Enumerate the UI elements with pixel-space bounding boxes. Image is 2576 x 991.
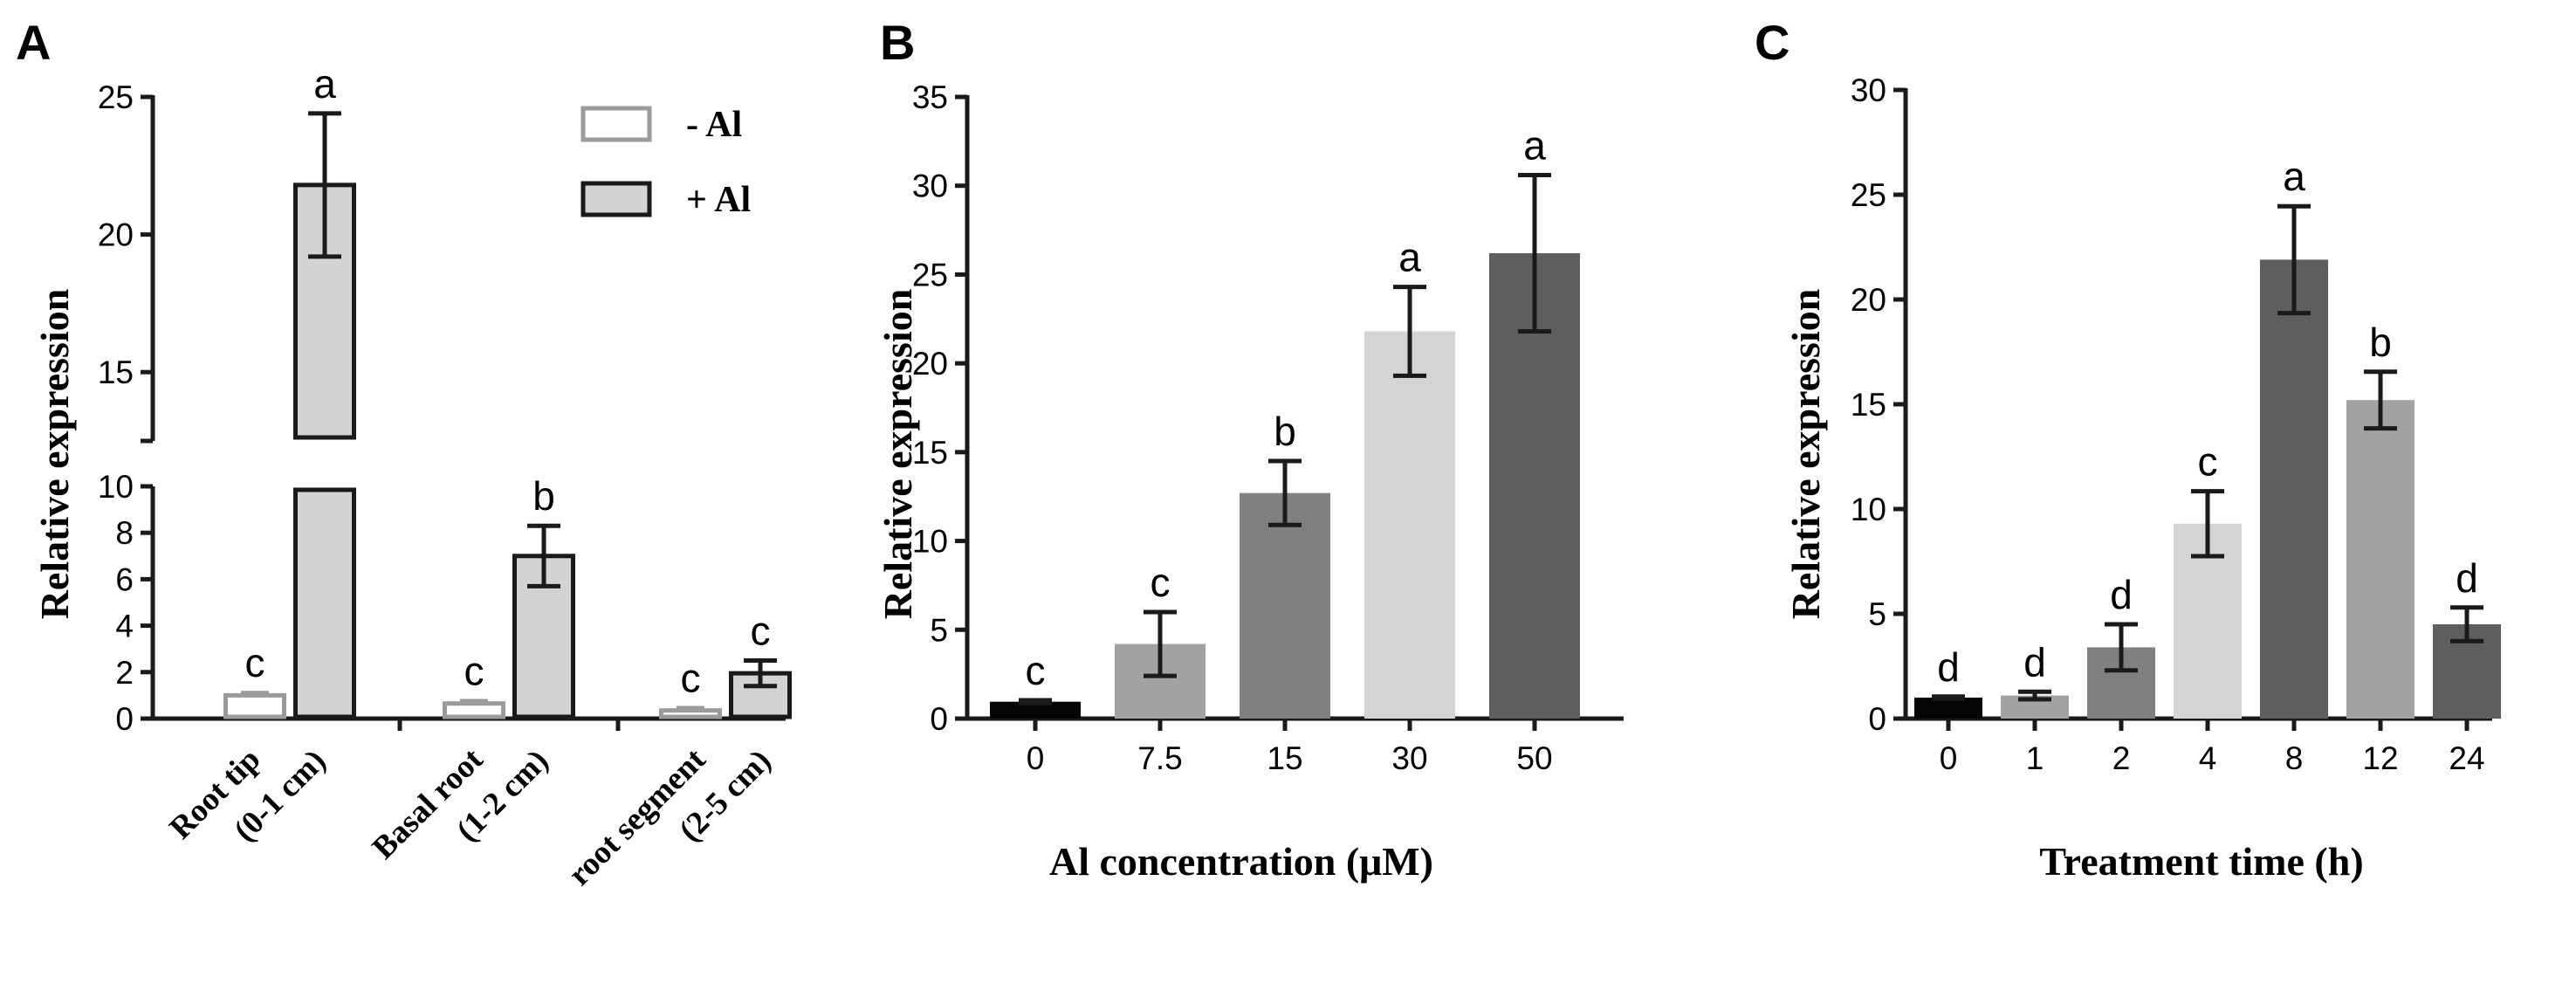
panel-c-sig-letter: d [1937, 644, 1960, 690]
panel-a-sig-letter: c [751, 609, 771, 654]
panel-a-bar [223, 692, 286, 719]
panel-a-y-tick-label: 20 [98, 217, 134, 253]
panel-c-sig-letter: c [2198, 439, 2218, 485]
panel-b-y-tick-label: 35 [912, 79, 948, 115]
panel-a-category-label: root segment(2-5 cm) [561, 710, 778, 926]
panel-c-sig-letter: d [2023, 639, 2046, 685]
panel-c-x-tick-label: 4 [2199, 740, 2217, 776]
panel-a-bar [443, 701, 505, 719]
panel-b-y-tick-label: 5 [930, 612, 948, 648]
panel-c-x-title: Treatment time (h) [2039, 839, 2363, 884]
panel-a-y-title: Relative expression [32, 289, 77, 620]
panel-b-y-tick-label: 30 [912, 169, 948, 204]
panel-b-x-title: Al concentration (μM) [1049, 839, 1433, 884]
panel-c-letter: C [1755, 15, 1789, 70]
panel-b: B Relative expression Al concentration (… [876, 15, 1624, 884]
panel-b-x-tick-label: 15 [1267, 740, 1302, 776]
panel-c-x-tick-label: 12 [2362, 740, 2398, 776]
panel-b-sig-letter: c [1151, 560, 1171, 605]
panel-b-x-tick-label: 7.5 [1137, 740, 1182, 776]
panel-a-category-label: Basal root(1-2 cm) [366, 710, 556, 900]
panel-a-sig-letter: b [532, 473, 555, 519]
panel-b-x-tick-label: 50 [1516, 740, 1552, 776]
panel-a-letter: A [16, 15, 51, 70]
panel-c-x-tick-label: 1 [2026, 740, 2044, 776]
panel-a-y-tick-label: 0 [115, 701, 134, 737]
panel-a: A Relative expression - Al + Al 0 2 4 6 8 10 1… [16, 15, 792, 926]
panel-a-sig-letter: c [681, 655, 701, 700]
panel-b-bar [1364, 331, 1455, 719]
panel-b-sig-letter: a [1398, 235, 1421, 280]
panel-a-y-tick-label: 25 [98, 79, 134, 115]
panel-b-y-tick-label: 20 [912, 346, 948, 382]
panel-c-x-tick-label: 8 [2285, 740, 2304, 776]
panel-a-y-tick-label: 8 [115, 515, 134, 551]
panel-c-x-tick-label: 24 [2449, 740, 2484, 776]
panel-c-bar [2260, 259, 2328, 719]
panel-a-y-tick-label: 15 [98, 354, 134, 390]
panel-b-sig-letter: b [1274, 409, 1296, 454]
panel-a-bar-gap [292, 441, 358, 486]
panel-c-y-tick-label: 5 [1868, 596, 1886, 632]
panel-b-bar [990, 701, 1081, 719]
panel-c-bar [2346, 400, 2415, 719]
legend-swatch-plus-al [580, 181, 652, 217]
panel-c-sig-letter: b [2369, 320, 2392, 365]
panel-b-sig-letter: c [1026, 648, 1046, 693]
panel-c-y-tick-label: 20 [1851, 282, 1886, 318]
panel-a-sig-letter: c [245, 640, 265, 685]
panel-c: C Relative expression Treatment time (h)… [1755, 15, 2501, 884]
panel-a-y-tick-label: 6 [115, 561, 134, 597]
panel-a-legend: - Al + Al [580, 105, 751, 220]
panel-c-x-tick-label: 0 [1940, 740, 1958, 776]
legend-swatch-minus-al [580, 106, 652, 142]
panel-c-y-title: Relative expression [1783, 289, 1828, 620]
panel-c-sig-letter: d [2456, 555, 2478, 601]
panel-c-x-tick-label: 2 [2112, 740, 2131, 776]
panel-c-y-tick-label: 15 [1851, 387, 1886, 423]
panel-b-letter: B [880, 15, 915, 70]
panel-a-bar-lower [293, 487, 356, 719]
panel-a-y-tick-label: 10 [98, 469, 134, 505]
panel-b-y-tick-label: 0 [930, 701, 948, 737]
panel-c-y-tick-label: 30 [1851, 72, 1886, 108]
panel-b-y-tick-label: 10 [912, 524, 948, 560]
panel-b-bar [1240, 492, 1330, 719]
legend-label-minus-al: - Al [686, 105, 742, 145]
panel-a-y-tick-label: 2 [115, 655, 134, 691]
panel-c-y-tick-label: 0 [1868, 701, 1886, 737]
panel-b-x-tick-label: 30 [1391, 740, 1427, 776]
panel-c-y-tick-label: 10 [1851, 492, 1886, 527]
panel-a-sig-letter: c [464, 649, 484, 694]
panel-c-y-tick-label: 25 [1851, 177, 1886, 213]
panel-a-category-label: Root tip(0-1 cm) [163, 710, 333, 880]
panel-c-bar [1914, 698, 1982, 719]
panel-a-sig-letter: a [313, 61, 336, 107]
panel-a-bar [659, 708, 722, 719]
panel-b-x-tick-label: 0 [1027, 740, 1045, 776]
panel-b-y-tick-label: 25 [912, 257, 948, 292]
panel-b-y-title: Relative expression [876, 289, 920, 620]
panel-c-sig-letter: a [2283, 154, 2305, 199]
panel-a-y-tick-label: 4 [115, 609, 134, 644]
legend-label-plus-al: + Al [686, 180, 751, 220]
panel-b-sig-letter: a [1523, 123, 1546, 169]
panel-b-y-tick-label: 15 [912, 435, 948, 471]
panel-c-sig-letter: d [2110, 572, 2133, 617]
